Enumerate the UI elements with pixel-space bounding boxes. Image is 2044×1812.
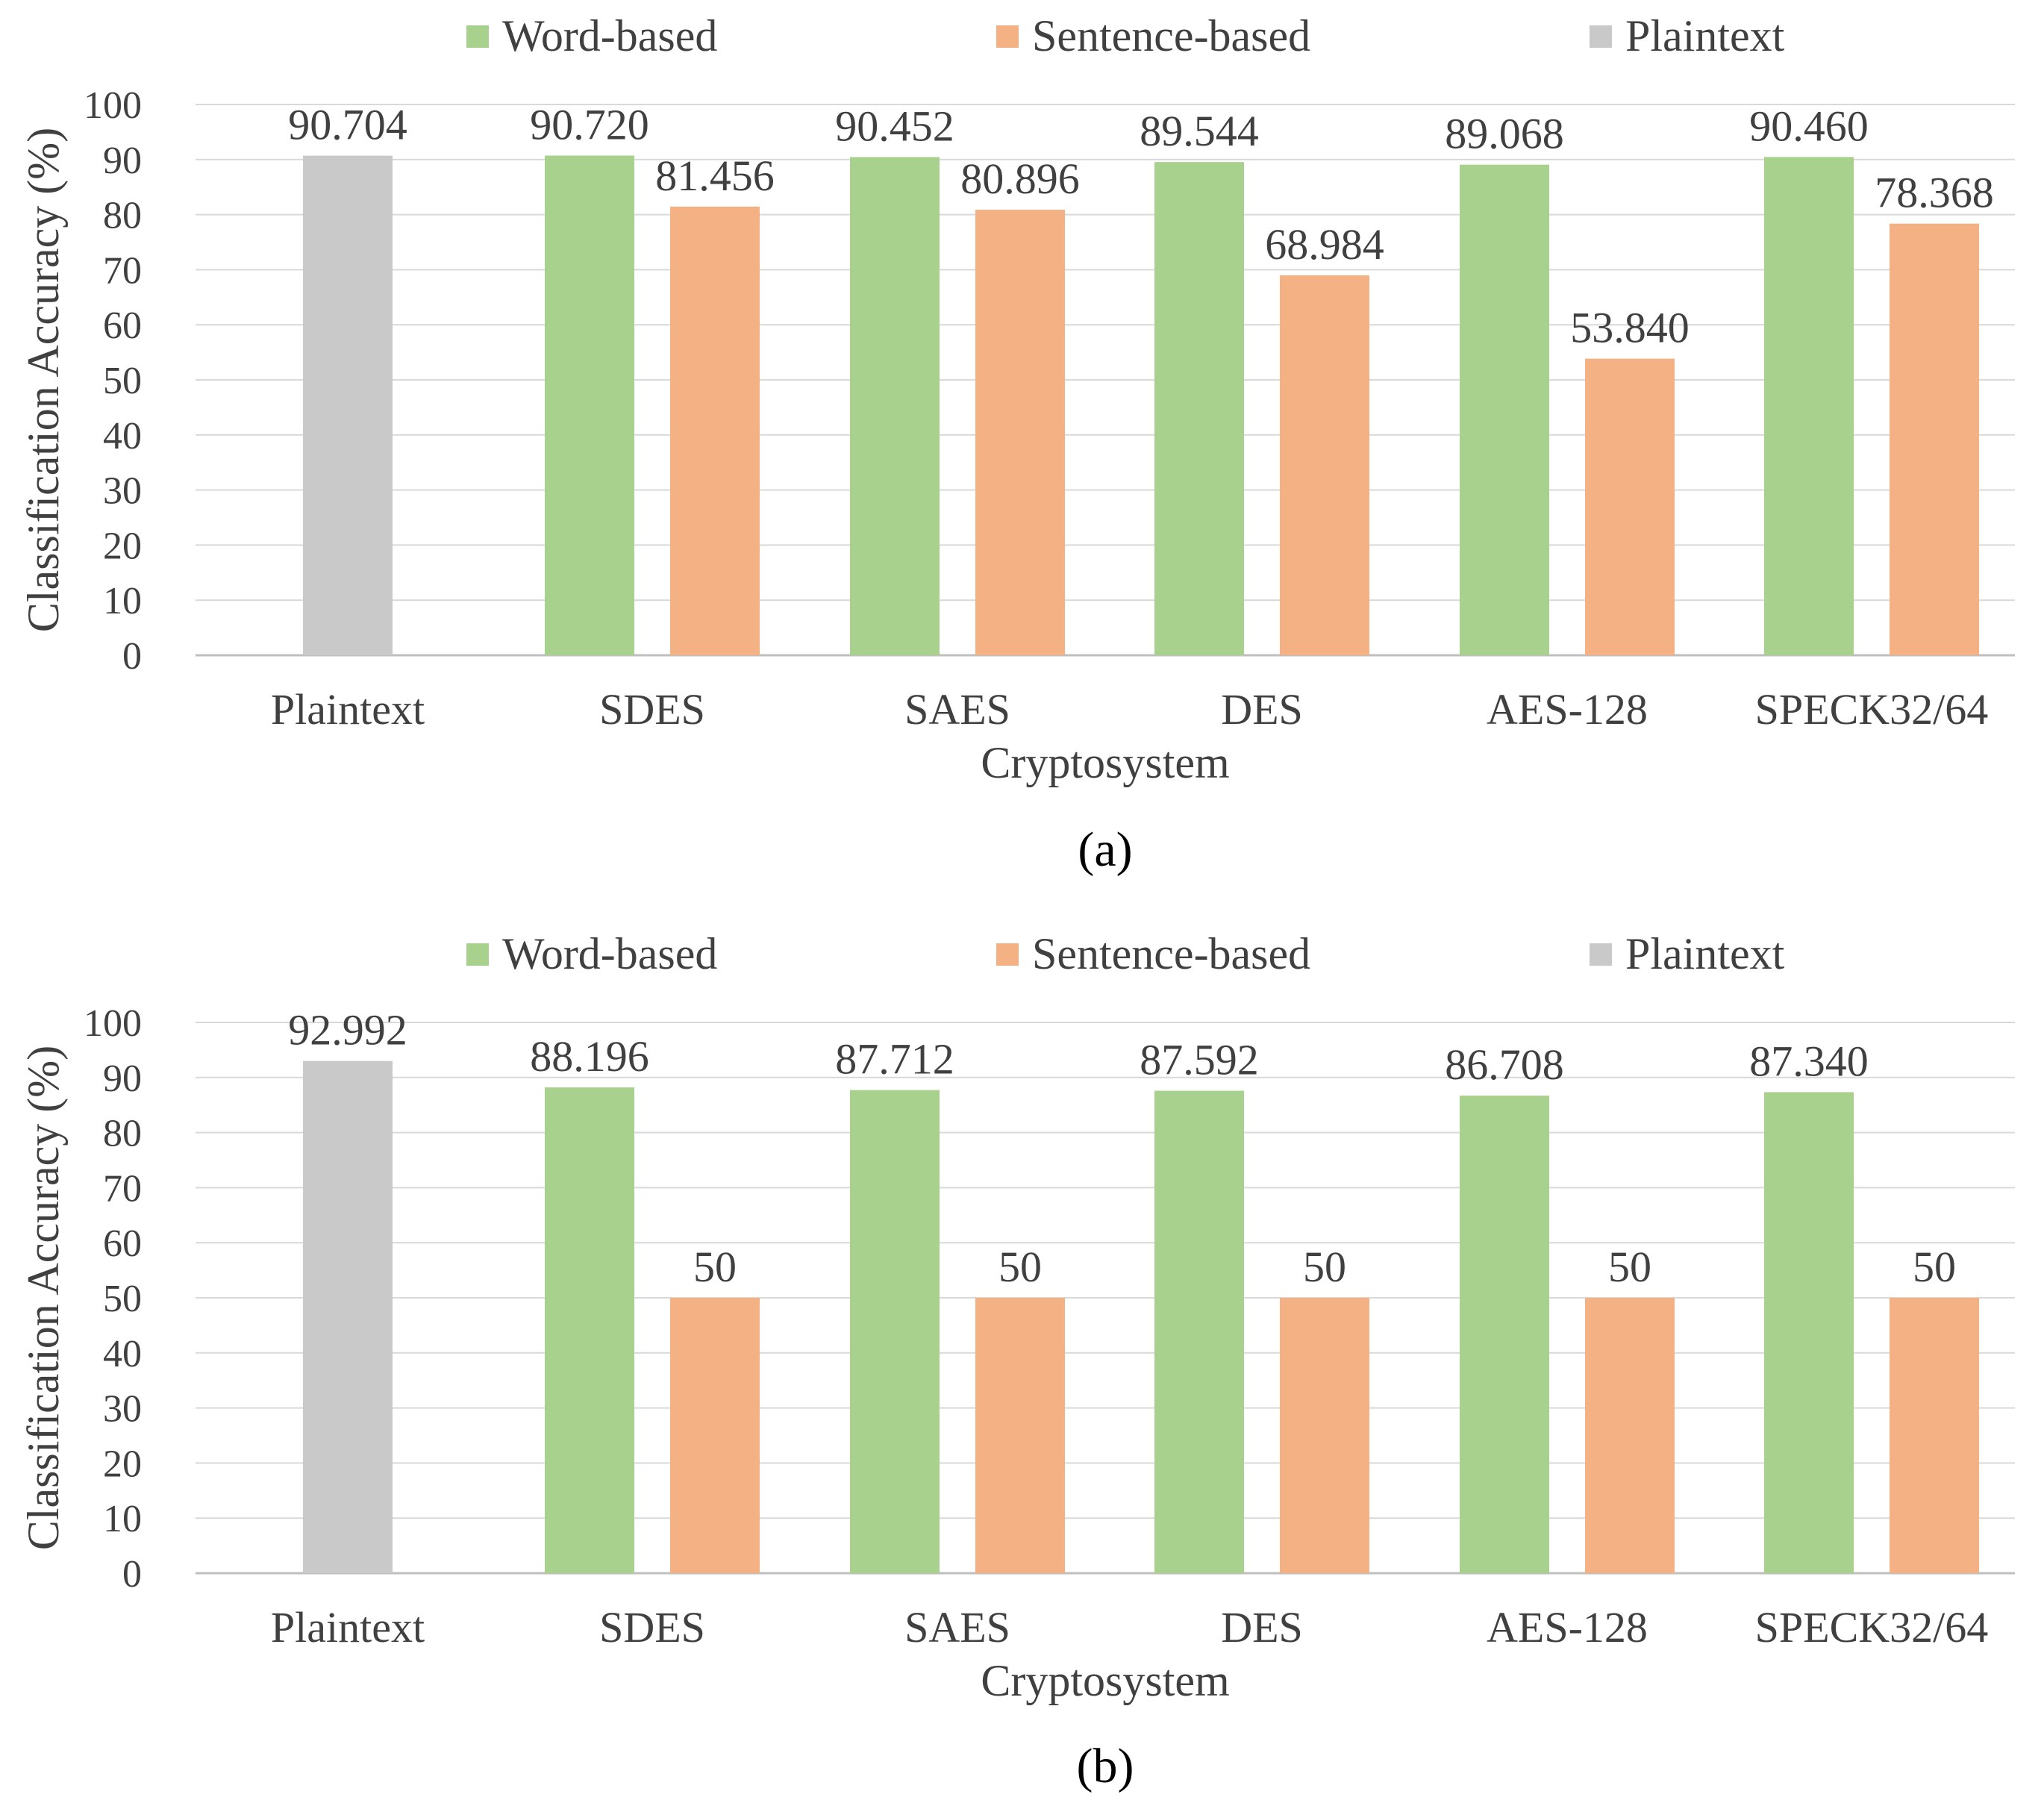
data-label: 87.340 (1749, 1037, 1869, 1085)
x-tick-label: Plaintext (271, 1603, 425, 1652)
y-tick-label: 100 (84, 1002, 142, 1045)
y-tick-label: 80 (103, 1113, 142, 1155)
chart-b: 0 10 20 30 40 50 60 70 80 90 100 88.196 87.712 87.592… (19, 929, 2015, 1793)
y-tick-label: 40 (103, 1333, 142, 1375)
data-label: 87.712 (835, 1035, 954, 1084)
y-tick-label: 0 (122, 635, 142, 678)
bar-sentence-based (1280, 1298, 1369, 1573)
y-tick-label: 30 (103, 1388, 142, 1431)
legend-swatch (466, 943, 489, 966)
y-tick-label: 60 (103, 1222, 142, 1265)
x-axis-title: Cryptosystem (981, 738, 1229, 787)
x-tick-label: Plaintext (271, 685, 425, 734)
data-label: 80.896 (960, 154, 1080, 203)
data-label: 90.720 (530, 100, 649, 149)
data-label: 50 (1608, 1243, 1651, 1291)
bar-sentence-based (1890, 223, 1979, 655)
bar-sentence-based (1280, 275, 1369, 655)
legend-swatch (1590, 943, 1612, 966)
y-tick-label: 30 (103, 470, 142, 513)
legend-swatch (466, 25, 489, 48)
y-tick-label: 90 (103, 1057, 142, 1100)
bar-word-based (545, 155, 634, 656)
legend-label: Sentence-based (1032, 929, 1310, 978)
x-axis-title: Cryptosystem (981, 1656, 1229, 1705)
y-tick-label: 20 (103, 1443, 142, 1485)
y-tick-label: 100 (84, 84, 142, 127)
data-label: 89.544 (1140, 107, 1259, 155)
bar-word-based (545, 1087, 634, 1573)
x-tick-label: AES-128 (1487, 685, 1648, 734)
y-tick-label: 10 (103, 1498, 142, 1540)
x-tick-label: DES (1221, 1603, 1303, 1652)
figure-caption: (a) (1078, 822, 1132, 877)
y-tick-label: 90 (103, 140, 142, 182)
data-label: 90.452 (835, 101, 954, 150)
y-tick-label: 20 (103, 525, 142, 567)
bar-plaintext (303, 155, 393, 655)
bar-sentence-based (975, 209, 1065, 655)
data-label: 88.196 (530, 1032, 649, 1081)
data-label: 50 (1913, 1243, 1956, 1291)
bar-sentence-based (1890, 1298, 1979, 1573)
x-tick-label: DES (1221, 685, 1303, 734)
y-axis-title: Classification Accuracy (%) (19, 128, 68, 632)
legend-swatch (996, 25, 1019, 48)
data-label: 92.992 (288, 1006, 407, 1055)
x-tick-label: SDES (599, 1603, 705, 1652)
data-label: 50 (693, 1243, 737, 1291)
y-tick-label: 0 (122, 1553, 142, 1596)
data-label: 90.704 (288, 101, 407, 149)
data-label: 50 (998, 1243, 1042, 1291)
legend-label: Word-based (502, 929, 717, 978)
x-tick-label: SPECK32/64 (1755, 685, 1989, 734)
y-tick-label: 70 (103, 249, 142, 292)
bar-word-based (850, 157, 940, 655)
legend-swatch (996, 943, 1019, 966)
data-label: 53.840 (1570, 304, 1690, 352)
bar-word-based (1154, 162, 1244, 655)
y-tick-label: 70 (103, 1167, 142, 1210)
legend-label: Plaintext (1625, 929, 1785, 978)
data-label: 89.068 (1445, 110, 1564, 158)
bar-word-based (850, 1090, 940, 1573)
y-tick-label: 60 (103, 304, 142, 347)
bar-plaintext (303, 1060, 393, 1573)
y-tick-label: 10 (103, 580, 142, 622)
legend-swatch (1590, 25, 1612, 48)
chart-a: 0 10 20 30 40 50 60 70 80 90 100 90.720 90.452 89.544… (19, 11, 2015, 877)
y-tick-label: 50 (103, 1278, 142, 1320)
y-tick-label: 80 (103, 195, 142, 237)
bar-sentence-based (1585, 1298, 1675, 1573)
bar-sentence-based (670, 206, 760, 655)
data-label: 50 (1303, 1243, 1346, 1291)
x-tick-label: SDES (599, 685, 705, 734)
data-label: 86.708 (1445, 1040, 1564, 1089)
data-label: 68.984 (1265, 220, 1384, 269)
x-tick-label: SAES (904, 1603, 1010, 1652)
legend-label: Word-based (502, 11, 717, 60)
x-tick-label: AES-128 (1487, 1603, 1648, 1652)
bar-word-based (1764, 157, 1854, 655)
data-label: 81.456 (655, 151, 775, 200)
bar-word-based (1460, 1096, 1549, 1573)
legend-label: Sentence-based (1032, 11, 1310, 60)
bar-sentence-based (1585, 358, 1675, 655)
bar-word-based (1460, 164, 1549, 655)
y-axis-title: Classification Accuracy (%) (19, 1046, 68, 1550)
bar-sentence-based (975, 1298, 1065, 1573)
data-label: 78.368 (1875, 169, 1994, 217)
figure-caption: (b) (1077, 1739, 1134, 1793)
y-tick-label: 50 (103, 360, 142, 402)
data-label: 87.592 (1140, 1036, 1259, 1084)
bar-sentence-based (670, 1298, 760, 1573)
bar-word-based (1154, 1090, 1244, 1573)
data-label: 90.460 (1749, 101, 1869, 150)
bar-word-based (1764, 1092, 1854, 1573)
x-tick-label: SAES (904, 685, 1010, 734)
legend-label: Plaintext (1625, 11, 1785, 60)
x-tick-label: SPECK32/64 (1755, 1603, 1989, 1652)
y-tick-label: 40 (103, 415, 142, 457)
